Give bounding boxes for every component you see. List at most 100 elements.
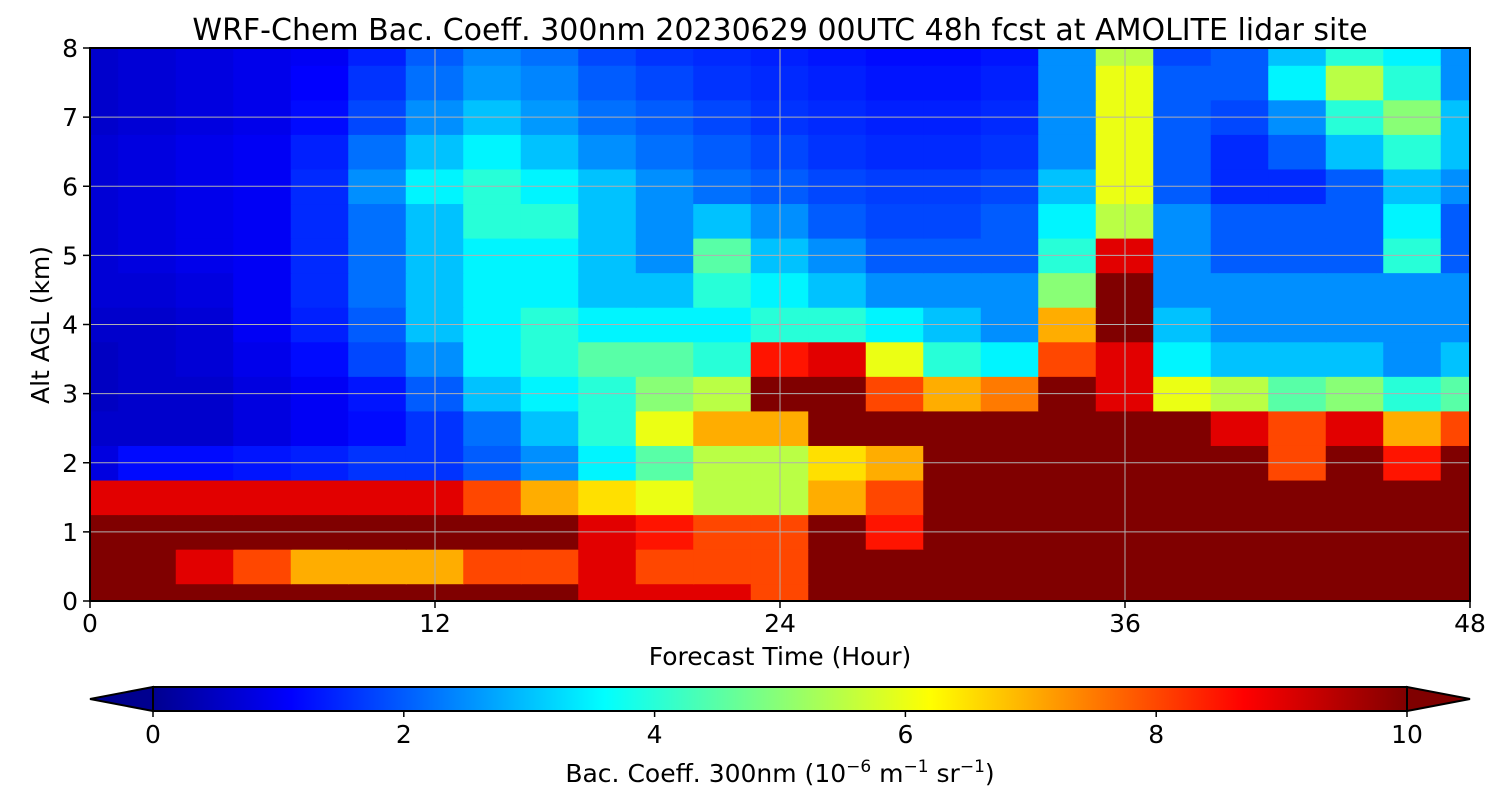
heatmap-cell [348,272,407,308]
heatmap-cell [118,548,177,585]
colorbar-tick-label: 6 [897,720,913,749]
heatmap-cell [808,133,867,170]
heatmap-cell [520,64,580,101]
heatmap-cell [693,410,752,446]
heatmap-cell [233,479,292,516]
heatmap-cell [348,341,407,377]
heatmap-cell [635,203,695,239]
heatmap-cell [348,48,407,66]
heatmap-cell [1153,272,1212,308]
x-tick-label: 48 [1454,609,1486,638]
heatmap-cell [290,548,350,585]
heatmap-cell [980,64,1040,101]
heatmap-cell [1268,48,1327,66]
heatmap-cell [1210,410,1270,446]
heatmap-cell [923,272,982,308]
heatmap-cell [635,548,695,585]
heatmap-cell [1268,548,1327,585]
heatmap-cell [520,133,580,170]
heatmap-cell [1210,479,1270,516]
heatmap-cell [1440,64,1470,101]
heatmap-cell [635,133,695,170]
heatmap-cell [1153,133,1212,170]
heatmap-cell [1440,203,1470,239]
heatmap-cell [233,410,292,446]
heatmap-cell [1383,341,1442,377]
heatmap-cell [1210,133,1270,170]
heatmap-cell [1038,479,1097,516]
heatmap-cell [865,583,925,601]
heatmap-cell [1038,583,1097,601]
heatmap-cell [980,341,1040,377]
colorbar-unit-sr-exp: −1 [960,757,985,777]
colorbar-unit-m-exp: −1 [904,757,929,777]
heatmap-cell [175,583,235,601]
heatmap-cell [1210,272,1270,308]
heatmap-cell [693,583,752,601]
heatmap-cell [693,64,752,101]
heatmap-cell [118,583,177,601]
y-axis-label: Alt AGL (km) [26,246,55,404]
heatmap-cell [233,64,292,101]
y-tick-label: 3 [62,380,78,409]
heatmap-cell [118,64,177,101]
heatmap-cell [463,203,522,239]
heatmap-cell [693,341,752,377]
y-tick-label: 5 [62,241,78,270]
heatmap-cell [1325,341,1385,377]
heatmap-cell [175,341,235,377]
heatmap-cell [1153,410,1212,446]
heatmap-cell [923,64,982,101]
heatmap-cell [1268,133,1327,170]
colorbar-tick-label: 2 [396,720,412,749]
heatmap-cell [865,548,925,585]
heatmap-cell [348,583,407,601]
heatmap-cell [1383,410,1442,446]
colorbar: 0 2 4 6 8 10 Bac. Coeff. 300nm (10−6 m−1 sr−1… [89,685,1471,788]
heatmap-cell [233,133,292,170]
heatmap-cell [233,341,292,377]
y-tick-label: 2 [62,449,78,478]
heatmap-cell [808,48,867,66]
heatmap-cell [348,410,407,446]
heatmap-cell [463,548,522,585]
y-axis: 0 1 2 3 4 5 6 7 8 [62,34,90,616]
heatmap-cell [1325,48,1385,66]
heatmap-cell [578,203,637,239]
heatmap-cell [1268,341,1327,377]
heatmap-cell [923,548,982,585]
heatmap-cell [233,203,292,239]
x-axis: 0 12 24 36 48 [82,601,1486,638]
heatmap-cell [520,583,580,601]
y-tick-label: 1 [62,518,78,547]
heatmap-cell [1268,203,1327,239]
heatmap-cell [290,410,350,446]
colorbar-extend-min [89,685,154,713]
heatmap-cell [463,341,522,377]
heatmap-cell [175,272,235,308]
heatmap-cell [1153,341,1212,377]
heatmap-cell [1440,410,1470,446]
heatmap-cell [1325,64,1385,101]
heatmap-cell [118,272,177,308]
heatmap-cell [1325,479,1385,516]
heatmap-cell [1038,410,1097,446]
heatmap-cell [118,341,177,377]
heatmap-cell [520,410,580,446]
colorbar-tick-label: 0 [145,720,161,749]
heatmap-cell [923,203,982,239]
heatmap-cell [1383,203,1442,239]
heatmap-cell [463,48,522,66]
heatmap-cell [1153,583,1212,601]
heatmap-cell [1268,410,1327,446]
heatmap-cell [980,133,1040,170]
heatmap-cell [1383,64,1442,101]
heatmap-cell [1038,133,1097,170]
heatmap-cell [865,410,925,446]
colorbar-label: Bac. Coeff. 300nm (10−6 m−1 sr−1) [565,757,994,788]
heatmap-cell [635,479,695,516]
heatmap-cell [233,583,292,601]
heatmap-cell [1440,48,1470,66]
heatmap-cell [1383,548,1442,585]
heatmap-cell [463,479,522,516]
